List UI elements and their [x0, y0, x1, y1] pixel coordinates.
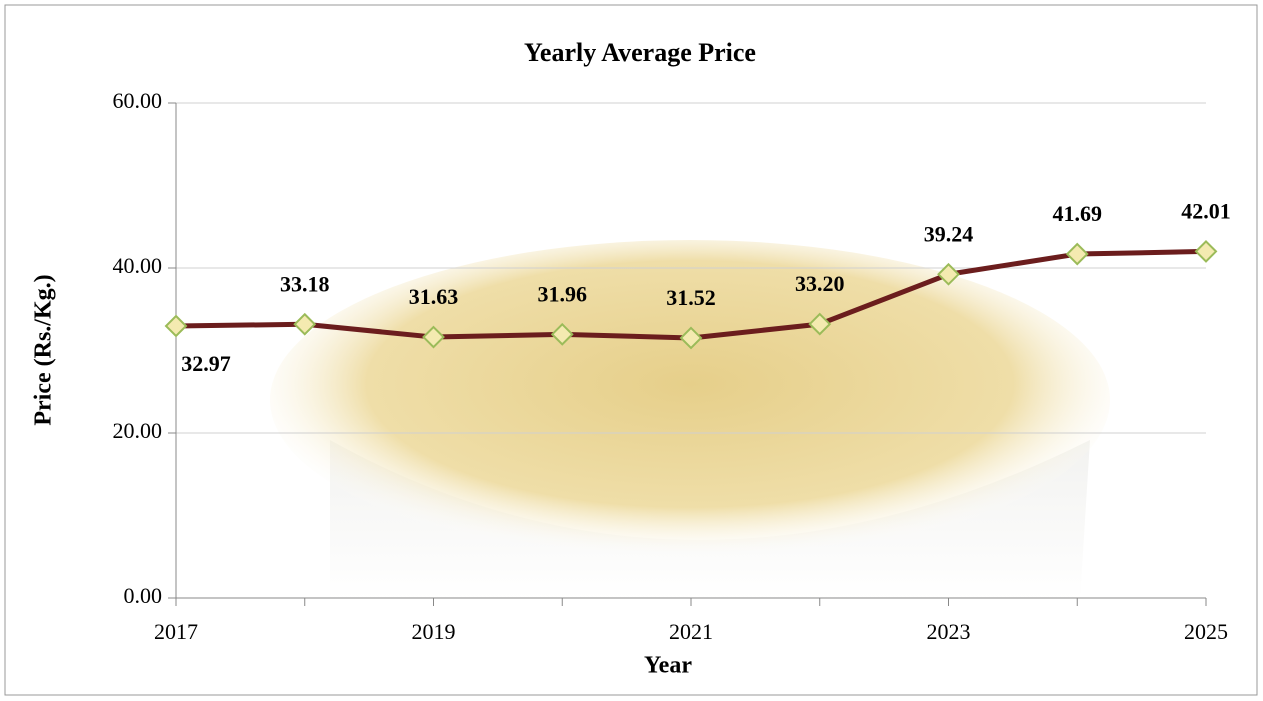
data-label: 41.69	[1053, 201, 1103, 226]
chart: Yearly Average Price Year Price (Rs./Kg.…	[0, 0, 1263, 701]
y-tick-label: 40.00	[113, 253, 163, 278]
y-tick-label: 60.00	[113, 88, 163, 113]
x-tick-label: 2023	[927, 619, 971, 644]
x-tick-label: 2021	[669, 619, 713, 644]
y-tick-label: 20.00	[113, 418, 163, 443]
page: {"chart_data": {"type": "line", "title":…	[0, 0, 1263, 701]
data-label: 33.18	[280, 271, 330, 296]
y-tick-label: 0.00	[124, 583, 163, 608]
data-label: 31.96	[538, 281, 588, 306]
data-label: 39.24	[924, 221, 974, 246]
data-label: 31.63	[409, 284, 459, 309]
data-label: 31.52	[666, 285, 716, 310]
data-label: 33.20	[795, 271, 845, 296]
data-label: 42.01	[1181, 198, 1231, 223]
y-axis-title: Price (Rs./Kg.)	[31, 274, 57, 425]
chart-title: Yearly Average Price	[524, 38, 756, 67]
x-axis-title: Year	[644, 653, 692, 679]
x-tick-label: 2019	[412, 619, 456, 644]
x-tick-label: 2017	[154, 619, 198, 644]
x-tick-label: 2025	[1184, 619, 1228, 644]
data-label: 32.97	[181, 351, 231, 376]
